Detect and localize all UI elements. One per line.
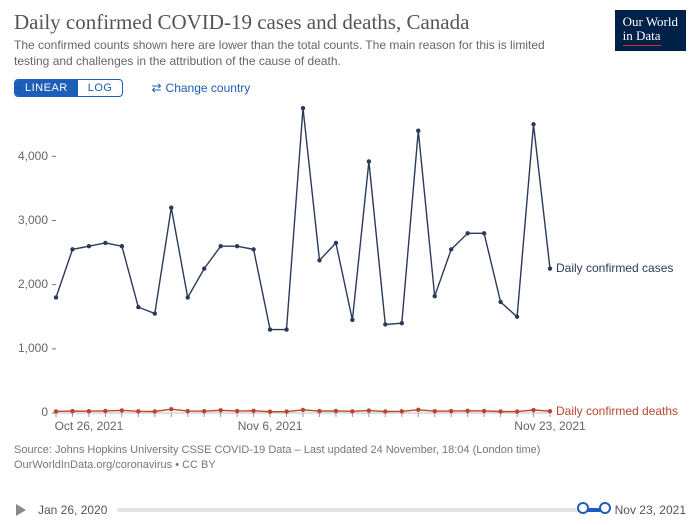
owid-logo: Our World in Data	[615, 10, 686, 51]
scale-toggle[interactable]: LINEAR LOG	[14, 79, 123, 97]
play-icon[interactable]	[14, 503, 28, 517]
attribution-line: OurWorldInData.org/coronavirus • CC BY	[14, 458, 686, 472]
scale-linear-button[interactable]: LINEAR	[15, 80, 78, 96]
swap-icon: ⇄	[151, 81, 161, 95]
change-country-button[interactable]: ⇄ Change country	[151, 81, 250, 95]
y-tick-label: 4,000	[8, 149, 48, 163]
page-title: Daily confirmed COVID-19 cases and death…	[14, 10, 686, 35]
series-label: Daily confirmed deaths	[556, 404, 678, 418]
x-tick-label: Oct 26, 2021	[55, 419, 124, 433]
chart-footer: Source: Johns Hopkins University CSSE CO…	[0, 439, 700, 472]
timeline-track[interactable]	[117, 508, 604, 512]
source-line: Source: Johns Hopkins University CSSE CO…	[14, 443, 686, 457]
timeline[interactable]: Jan 26, 2020 Nov 23, 2021	[14, 503, 686, 517]
y-tick-label: 3,000	[8, 213, 48, 227]
y-tick-label: 0	[8, 405, 48, 419]
change-country-label: Change country	[166, 81, 251, 95]
logo-line2: in Data	[623, 29, 661, 45]
timeline-handle-end[interactable]	[599, 502, 611, 514]
y-tick-label: 1,000	[8, 341, 48, 355]
series-label: Daily confirmed cases	[556, 261, 673, 275]
timeline-end-label: Nov 23, 2021	[615, 503, 686, 517]
chart-area: 0 1,000 2,000 3,000 4,000 Oct 26, 2021 Nov 6, …	[0, 99, 700, 439]
timeline-handle-start[interactable]	[577, 502, 589, 514]
scale-log-button[interactable]: LOG	[78, 80, 123, 96]
page-subtitle: The confirmed counts shown here are lowe…	[14, 37, 574, 69]
x-tick-label: Nov 6, 2021	[238, 419, 303, 433]
timeline-start-label: Jan 26, 2020	[38, 503, 107, 517]
y-tick-label: 2,000	[8, 277, 48, 291]
logo-line1: Our World	[623, 15, 678, 29]
x-tick-label: Nov 23, 2021	[514, 419, 585, 433]
